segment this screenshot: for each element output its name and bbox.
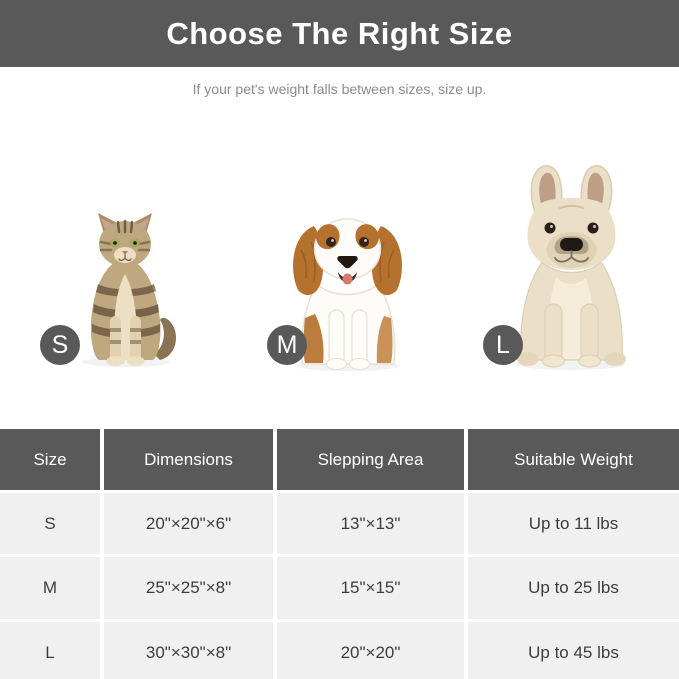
column-header-dimensions: Dimensions [104,429,273,490]
size-up-note: If your pet's weight falls between sizes… [192,81,487,97]
column-header-suitable-weight: Suitable Weight [468,429,679,490]
cell-weight-l: Up to 45 lbs [468,622,679,679]
cell-weight-m: Up to 25 lbs [468,557,679,619]
pet-figure-bulldog [498,162,645,377]
column-header-size: Size [0,429,100,490]
cell-dimensions-s: 20"×20"×6" [104,493,273,554]
cell-area-s: 13"×13" [277,493,464,554]
size-badge-s: S [40,325,80,365]
pet-size-examples: S M L [0,100,679,429]
french-bulldog-icon [516,165,626,370]
cavalier-spaniel-icon [293,218,402,371]
cell-area-l: 20"×20" [277,622,464,679]
cell-size-l: L [0,622,100,679]
cell-size-s: S [0,493,100,554]
tabby-cat-icon [82,213,176,367]
page-title: Choose The Right Size [166,15,513,51]
cell-dimensions-l: 30"×30"×8" [104,622,273,679]
cell-size-m: M [0,557,100,619]
pet-figure-spaniel [265,192,430,377]
cell-dimensions-m: 25"×25"×8" [104,557,273,619]
pet-figure-cat [68,212,183,372]
size-badge-l: L [483,325,523,365]
size-chart-table: Size Dimensions Slepping Area Suitable W… [0,429,679,679]
size-badge-m: M [267,325,307,365]
cell-weight-s: Up to 11 lbs [468,493,679,554]
cell-area-m: 15"×15" [277,557,464,619]
column-header-sleeping-area: Slepping Area [277,429,464,490]
header-banner: Choose The Right Size [0,0,679,67]
